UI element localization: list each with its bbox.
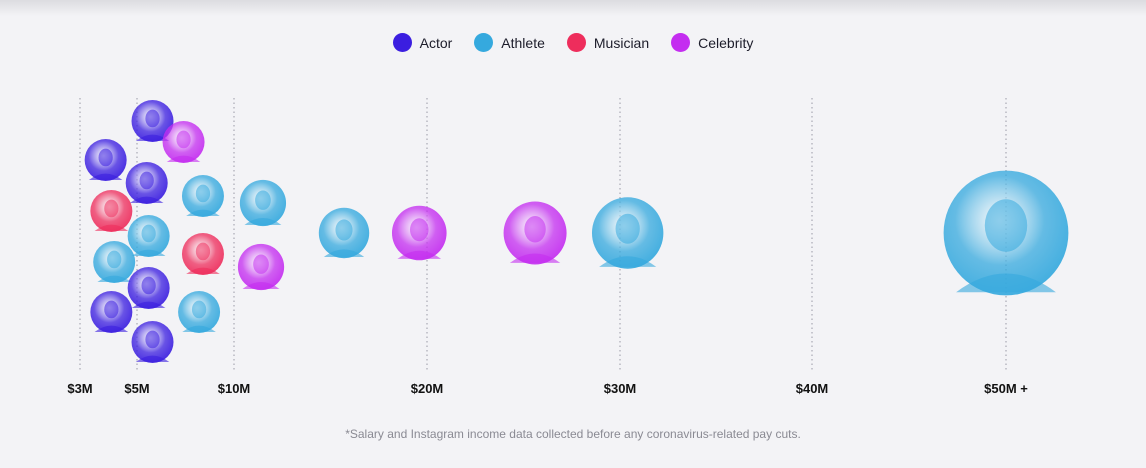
legend-swatch — [474, 33, 494, 52]
legend-item-athlete[interactable]: Athlete — [474, 33, 545, 52]
portrait-shoulders — [509, 253, 561, 263]
portrait-shoulders — [166, 155, 201, 162]
portrait-head — [335, 219, 353, 241]
portrait-shoulders — [97, 275, 131, 282]
legend-label: Athlete — [501, 34, 545, 51]
portrait-shoulders — [131, 249, 166, 256]
x-tick-label: $3M — [67, 381, 92, 396]
portrait-shoulders — [956, 273, 1056, 293]
legend-label: Actor — [419, 34, 453, 51]
x-tick-label: $5M — [124, 381, 149, 396]
x-tick-label: $50M + — [984, 381, 1028, 396]
portrait-shoulders — [599, 256, 657, 267]
person-bubble-athlete[interactable] — [239, 179, 287, 227]
portrait-shoulders — [131, 301, 166, 308]
portrait-shoulders — [182, 325, 216, 332]
person-bubble-athlete[interactable] — [181, 175, 224, 217]
person-bubble-athlete[interactable] — [318, 207, 370, 259]
legend-swatch — [566, 33, 586, 52]
portrait-shoulders — [186, 209, 220, 216]
person-bubble-actor[interactable] — [125, 162, 168, 204]
portrait-head — [139, 171, 154, 190]
portrait-head — [191, 300, 207, 319]
legend: Actor Athlete Musician Celebrity — [0, 33, 1146, 52]
portrait-head — [107, 250, 122, 269]
legend-label: Celebrity — [698, 34, 754, 51]
x-tick-label: $30M — [604, 381, 637, 396]
person-bubble-celebrity[interactable] — [391, 205, 447, 261]
person-bubble-athlete[interactable] — [591, 197, 664, 269]
portrait-shoulders — [129, 196, 164, 203]
person-bubble-athlete[interactable] — [943, 170, 1069, 296]
portrait-shoulders — [323, 249, 365, 257]
portrait-head — [104, 300, 119, 319]
portrait-head — [145, 109, 160, 128]
portrait-shoulders — [244, 218, 282, 225]
portrait-shoulders — [186, 267, 220, 274]
x-tick-label: $20M — [411, 381, 444, 396]
top-shadow — [0, 0, 1146, 16]
person-bubble-actor[interactable] — [90, 291, 133, 333]
person-bubble-athlete[interactable] — [127, 215, 170, 257]
portrait-shoulders — [242, 282, 280, 289]
portrait-head — [145, 330, 160, 349]
portrait-head — [104, 199, 119, 218]
portrait-head — [255, 190, 271, 210]
legend-swatch — [392, 33, 412, 52]
portrait-head — [253, 254, 269, 274]
legend-item-musician[interactable]: Musician — [566, 33, 650, 52]
portrait-head — [141, 224, 156, 243]
person-bubble-celebrity[interactable] — [162, 121, 205, 163]
portrait-head — [141, 276, 156, 295]
portrait-shoulders — [135, 355, 170, 362]
portrait-head — [615, 213, 640, 244]
portrait-shoulders — [135, 134, 170, 141]
x-tick-label: $40M — [796, 381, 829, 396]
person-bubble-musician[interactable] — [181, 233, 224, 275]
footnote: *Salary and Instagram income data collec… — [345, 427, 801, 441]
portrait-shoulders — [94, 224, 129, 231]
portrait-shoulders — [397, 250, 442, 259]
person-bubble-celebrity[interactable] — [237, 243, 285, 291]
portrait-head — [98, 148, 113, 167]
legend-item-celebrity[interactable]: Celebrity — [671, 33, 753, 52]
legend-label: Musician — [593, 34, 650, 51]
person-bubble-athlete[interactable] — [93, 241, 136, 283]
portrait-head — [176, 130, 191, 149]
portrait-shoulders — [88, 173, 123, 180]
portrait-head — [195, 242, 211, 261]
person-bubble-musician[interactable] — [90, 190, 133, 232]
person-bubble-actor[interactable] — [131, 321, 174, 363]
person-bubble-athlete[interactable] — [178, 291, 221, 333]
portrait-head — [409, 218, 429, 242]
person-bubble-celebrity[interactable] — [503, 201, 567, 265]
person-bubble-actor[interactable] — [131, 100, 174, 142]
portrait-head — [524, 215, 546, 243]
portrait-head — [195, 184, 211, 203]
person-bubble-actor[interactable] — [84, 139, 127, 181]
portrait-head — [984, 199, 1028, 252]
legend-item-actor[interactable]: Actor — [392, 33, 453, 52]
portrait-shoulders — [94, 325, 129, 332]
x-tick-label: $10M — [218, 381, 251, 396]
person-bubble-actor[interactable] — [127, 267, 170, 309]
legend-swatch — [671, 33, 691, 52]
